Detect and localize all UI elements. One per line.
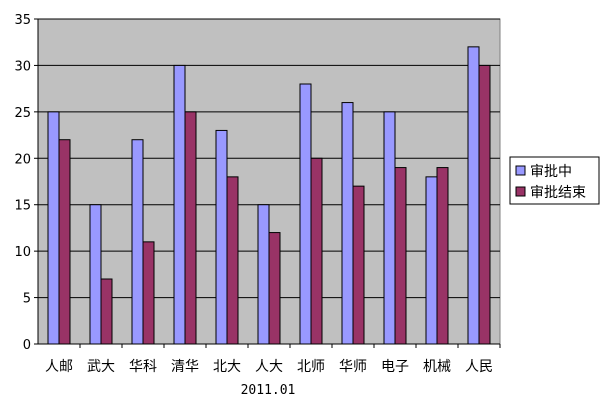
bar-pending-1 [90,205,101,344]
bar-finished-5 [269,233,280,344]
y-tick-label: 20 [14,152,31,167]
x-category-label: 电子 [381,359,409,375]
bar-finished-2 [143,242,154,344]
x-category-label: 机械 [423,359,451,375]
bar-finished-1 [101,279,112,344]
legend-swatch-series-0 [516,166,525,175]
legend-swatch-series-1 [516,187,525,196]
y-tick-label: 5 [23,292,31,307]
bar-pending-10 [468,47,479,344]
legend-label-series-1: 审批结束 [530,185,586,201]
bar-pending-0 [48,112,59,344]
y-tick-label: 30 [14,59,31,74]
bar-pending-5 [258,205,269,344]
bar-pending-3 [174,65,185,344]
x-category-label: 人大 [255,359,283,375]
bar-pending-2 [132,140,143,344]
legend: 审批中 审批结束 [510,157,599,204]
bar-finished-6 [311,158,322,344]
y-tick-label: 0 [23,338,31,353]
bar-pending-9 [426,177,437,344]
y-tick-label: 15 [14,199,31,214]
x-axis-category-labels: 人邮 武大 华科 清华 北大 人大 北师 华师 电子 机械 人民 [45,344,500,375]
bar-pending-7 [342,103,353,344]
y-tick-label: 25 [14,106,31,121]
bar-finished-9 [437,168,448,344]
bar-pending-8 [384,112,395,344]
x-category-label: 北大 [213,359,241,375]
bar-finished-3 [185,112,196,344]
x-category-label: 人邮 [45,359,73,375]
bar-finished-10 [479,65,490,344]
x-category-label: 北师 [297,359,325,375]
bar-finished-4 [227,177,238,344]
x-category-label: 清华 [171,359,199,375]
bar-finished-8 [395,168,406,344]
legend-label-series-0: 审批中 [530,164,572,180]
x-axis-title: 2011.01 [241,383,296,398]
bar-pending-6 [300,84,311,344]
x-category-label: 华师 [339,359,367,375]
bar-pending-4 [216,130,227,344]
y-axis-ticks: 0 5 10 15 20 25 30 35 [14,13,38,353]
x-category-label: 人民 [465,359,493,375]
x-category-label: 华科 [129,359,157,375]
y-tick-label: 10 [14,245,31,260]
x-category-label: 武大 [87,359,115,375]
bar-finished-0 [59,140,70,344]
bar-finished-7 [353,186,364,344]
y-tick-label: 35 [14,13,31,28]
